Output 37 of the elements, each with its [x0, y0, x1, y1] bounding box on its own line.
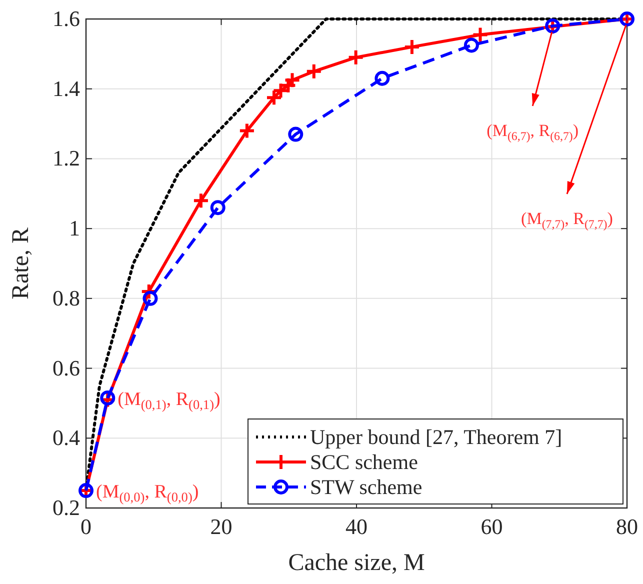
point	[100, 390, 116, 406]
y-tick-label: 0.4	[52, 425, 80, 450]
point	[305, 62, 322, 80]
point	[374, 70, 390, 86]
y-tick-label: 0.2	[52, 495, 80, 520]
legend-label: SCC scheme	[310, 450, 418, 474]
y-axis-title: Rate, R	[8, 228, 34, 300]
annotation: (M$_{(6,7)}$, R$_{(6,7)}$)	[486, 120, 579, 143]
y-tick-label: 1.6	[52, 6, 80, 31]
legend-label: Upper bound [27, Theorem 7]	[310, 425, 562, 449]
y-tick-label: 0.8	[52, 285, 80, 310]
point	[238, 122, 256, 140]
y-tick-label: 0.6	[52, 355, 80, 380]
y-tick-label: 1.2	[52, 146, 80, 171]
annotation: (M$_{(7,7)}$, R$_{(7,7)}$)	[521, 209, 613, 231]
x-tick-label: 20	[210, 514, 232, 539]
y-tick-label: 1	[69, 216, 80, 241]
point	[272, 82, 290, 100]
point	[347, 48, 364, 66]
point	[403, 38, 420, 56]
x-axis-title: Cache size, M	[288, 550, 425, 576]
point	[266, 89, 282, 106]
point	[464, 38, 479, 53]
x-tick-label: 60	[480, 514, 503, 539]
point	[210, 200, 226, 216]
point	[472, 26, 489, 44]
point	[192, 192, 210, 210]
point	[288, 126, 304, 142]
legend-label: STW scheme	[310, 475, 422, 499]
point	[142, 290, 158, 306]
annotation: (M$_{(0,0)}$, R$_{(0,0)}$)	[96, 482, 199, 504]
point	[284, 72, 301, 89]
y-tick-label: 1.4	[52, 76, 80, 101]
annotation: (M$_{(0,1)}$, R$_{(0,1)}$)	[118, 388, 220, 412]
x-tick-label: 0	[80, 514, 92, 539]
x-tick-label: 40	[346, 514, 368, 539]
x-tick-label: 80	[616, 514, 638, 539]
